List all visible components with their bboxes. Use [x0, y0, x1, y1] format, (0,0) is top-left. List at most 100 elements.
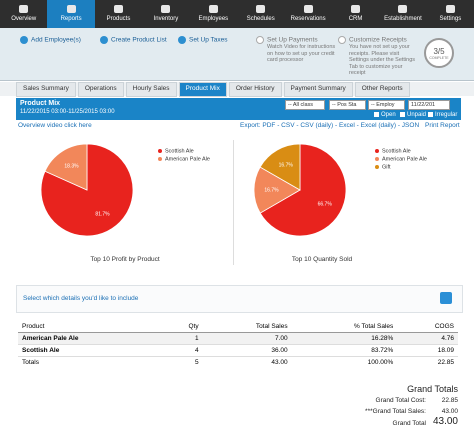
grand-title: Grand Totals	[407, 384, 458, 394]
tab[interactable]: Sales Summary	[16, 82, 76, 97]
nav-label: Reports	[60, 16, 82, 22]
nav-item[interactable]: Inventory	[142, 0, 189, 28]
tab[interactable]: Operations	[77, 82, 124, 97]
checkbox-label: Unpaid	[407, 112, 427, 119]
report-header: Product Mix 11/22/2015 03:00-11/25/2015 …	[16, 98, 461, 120]
table-cell: 83.72%	[291, 344, 398, 357]
checkbox[interactable]: Unpaid	[400, 112, 426, 118]
legend-label: American Pale Ale	[382, 156, 427, 162]
table-cell: Totals	[22, 359, 39, 366]
nav-icon	[398, 5, 408, 13]
tab[interactable]: Order History	[228, 82, 282, 97]
step-note: Watch Video for instructions on how to s…	[267, 44, 336, 63]
grand-sales-label: ***Grand Total Sales:	[365, 408, 426, 415]
nav-label: Inventory	[153, 16, 179, 22]
filter-select[interactable]: -- Pos Sta	[329, 100, 366, 110]
tab[interactable]: Product Mix	[178, 82, 227, 97]
video-link[interactable]: Overview video click here	[18, 122, 92, 129]
nav-item[interactable]: Reports	[47, 0, 95, 28]
nav-label: Settings	[439, 16, 462, 22]
filter-select[interactable]: -- All class	[285, 100, 325, 110]
nav-item[interactable]: Products	[95, 0, 142, 28]
legend-swatch	[375, 149, 379, 153]
grand-sales: 43.00	[441, 408, 458, 415]
legend-label: Gift	[382, 164, 391, 170]
nav-icon	[208, 5, 218, 13]
checkbox[interactable]: Irregular	[428, 112, 457, 118]
table-cell: Scottish Ale	[18, 344, 163, 357]
details-label[interactable]: Select which details you'd like to inclu…	[23, 295, 139, 302]
nav-label: CRM	[348, 16, 363, 22]
table-row: Scottish Ale 4 36.00 83.72% 18.09	[18, 344, 458, 357]
tab[interactable]: Payment Summary	[283, 82, 353, 97]
nav-bar: Overview Reports Products Inventory Employee…	[0, 0, 474, 28]
pie-slice	[259, 143, 347, 237]
column-header: Total Sales	[202, 321, 292, 333]
column-header: % Total Sales	[291, 321, 398, 333]
step-label: Add Employee(s)	[31, 36, 81, 44]
nav-icon	[114, 5, 124, 13]
legend-label: Scottish Ale	[382, 148, 411, 154]
table-cell: 43.00	[271, 359, 288, 366]
pie-chart: 66.7% Scottish Ale 16.7% American Pale Ale 1…	[253, 143, 427, 263]
table-header: Product Qty Total Sales% Total Sales COGS	[18, 321, 458, 333]
nav-item[interactable]: Establishment	[379, 0, 426, 28]
checkbox[interactable]: Open	[374, 112, 396, 118]
progress-circle: 3/5 COMPLETE	[424, 38, 454, 68]
legend-swatch	[375, 157, 379, 161]
nav-icon	[445, 5, 455, 13]
filter-select[interactable]: -- Employ	[368, 100, 405, 110]
tab[interactable]: Hourly Sales	[125, 82, 177, 97]
grand-total: 43.00	[432, 416, 458, 427]
tab[interactable]: Other Reports	[354, 82, 410, 97]
table-cell: 18.09	[397, 344, 458, 357]
step-note: You have not set up your receipts. Pleas…	[349, 44, 416, 76]
export-links[interactable]: Export: PDF - CSV - CSV (daily) - Excel …	[240, 122, 420, 129]
setup-step[interactable]: Customize Receipts You have not set up yo…	[338, 36, 419, 77]
setup-strip: Add Employee(s) Create Product List Set …	[0, 28, 474, 81]
nav-item[interactable]: CRM	[332, 0, 379, 28]
column-header: Product	[18, 321, 163, 333]
legend-swatch	[158, 149, 162, 153]
print-link[interactable]: Print Report	[425, 122, 460, 129]
pie-slice	[44, 143, 88, 191]
step-label: Customize Receipts	[349, 36, 407, 44]
setup-step[interactable]: Create Product List	[100, 36, 167, 44]
edit-button[interactable]	[440, 292, 452, 304]
table-cell: 4.76	[397, 332, 458, 345]
column-header: Qty	[162, 321, 203, 333]
setup-step[interactable]: Set Up Payments Watch Video for instructi…	[256, 36, 337, 64]
step-label: Set Up Payments	[267, 36, 318, 44]
pie-slice	[259, 143, 301, 191]
divider	[233, 140, 234, 265]
nav-item[interactable]: Reservations	[284, 0, 331, 28]
slice-label: 81.7%	[95, 211, 110, 217]
totals-row: Totals 5 43.00 100.00% 22.85	[18, 356, 458, 368]
report-tabs: Sales Summary Operations Hourly Sales Produ…	[0, 82, 474, 97]
nav-item[interactable]: Overview	[0, 0, 47, 28]
legend-swatch	[158, 157, 162, 161]
product-table: Product Qty Total Sales% Total Sales COGS A…	[18, 321, 458, 368]
nav-item[interactable]: Schedules	[237, 0, 284, 28]
table-cell: 4	[162, 344, 203, 357]
setup-step[interactable]: Set Up Taxes	[178, 36, 228, 44]
nav-label: Overview	[11, 16, 37, 22]
step-label: Set Up Taxes	[189, 36, 228, 44]
grand-cost: 22.85	[441, 397, 458, 404]
nav-icon	[351, 5, 361, 13]
progress-value: 3/5	[433, 47, 445, 56]
legend-swatch	[375, 165, 379, 169]
nav-item[interactable]: Employees	[190, 0, 237, 28]
checkbox-label: Open	[381, 112, 396, 119]
grand-cost-label: Grand Total Cost:	[375, 397, 426, 404]
setup-step[interactable]: Add Employee(s)	[20, 36, 81, 44]
column-header: COGS	[397, 321, 458, 333]
report-title: Product Mix	[20, 100, 61, 107]
report-range: 11/22/2015 03:00-11/25/2015 03:00	[20, 109, 115, 115]
table-cell: 7.00	[202, 332, 292, 345]
filter-select[interactable]: 11/22/201	[408, 100, 450, 110]
nav-item[interactable]: Settings	[427, 0, 474, 28]
nav-label: Schedules	[246, 16, 275, 22]
progress-label: COMPLETE	[429, 56, 449, 60]
